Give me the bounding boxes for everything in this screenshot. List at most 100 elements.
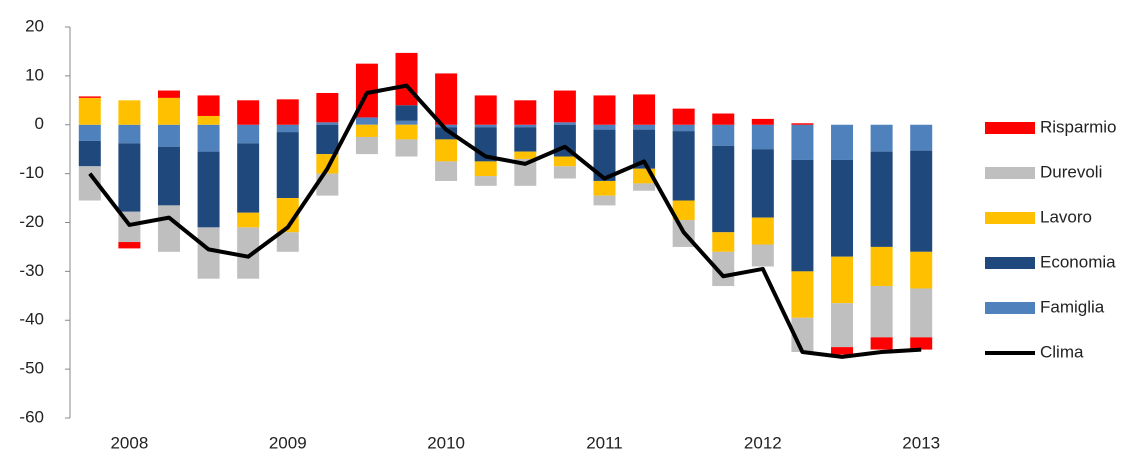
bar-segment (395, 124, 418, 140)
y-tick-label: -10 (19, 163, 44, 182)
bar-segment (514, 100, 537, 125)
bar-segment (78, 96, 101, 98)
bar-segment (197, 227, 220, 279)
bar-segment (237, 227, 260, 279)
bar-segment (910, 124, 933, 151)
bar-segment (316, 124, 339, 155)
bar-segment (276, 132, 299, 199)
bar-segment (514, 127, 537, 152)
bar-segment (593, 95, 616, 125)
bar-segment (237, 124, 260, 144)
bar-segment (78, 166, 101, 201)
bar-segment (831, 303, 854, 348)
legend-label: Economia (1040, 252, 1116, 271)
bar-segment (395, 52, 418, 106)
bar-segment (633, 124, 656, 130)
bar-segment (118, 100, 141, 125)
bar-segment (474, 161, 497, 177)
bar-segment (157, 205, 180, 252)
bar-segment (672, 131, 695, 201)
bar-segment (355, 136, 378, 155)
bar-segment (870, 151, 893, 247)
bar-segment (672, 108, 695, 125)
legend-swatch (985, 302, 1035, 314)
legend-label: Lavoro (1040, 207, 1092, 226)
bar-segment (474, 95, 497, 125)
bar-segment (831, 256, 854, 304)
bar-segment (395, 139, 418, 157)
y-tick-label: -50 (19, 359, 44, 378)
bar-segment (593, 180, 616, 196)
x-tick-label: 2010 (427, 433, 465, 452)
bar-segment (157, 146, 180, 206)
y-tick-label: 10 (25, 65, 44, 84)
bar-segment (78, 97, 101, 125)
bar-segment (237, 143, 260, 213)
bar-segment (910, 288, 933, 338)
bar-segment (751, 244, 774, 267)
bar-segment (276, 124, 299, 133)
bar-segment (435, 73, 458, 125)
legend-swatch (985, 212, 1035, 224)
bar-segment (712, 124, 735, 146)
bar-segment (355, 117, 378, 125)
bar-segment (514, 158, 537, 186)
bar-segment (751, 118, 774, 125)
bar-segment (276, 232, 299, 252)
bar-segment (474, 124, 497, 128)
bar-segment (633, 183, 656, 191)
legend-swatch (985, 122, 1035, 134)
x-tick-label: 2009 (269, 433, 307, 452)
y-tick-label: 0 (35, 114, 44, 133)
x-tick-label: 2013 (902, 433, 940, 452)
bar-segment (435, 124, 458, 128)
bar-segment (791, 271, 814, 318)
bar-segment (237, 212, 260, 228)
bar-segment (751, 149, 774, 218)
bar-segment (553, 90, 576, 123)
bar-segment (791, 123, 814, 125)
legend-swatch (985, 257, 1035, 269)
bar-segment (197, 95, 220, 116)
bar-segment (78, 140, 101, 167)
bar-segment (870, 246, 893, 287)
x-tick-label: 2011 (586, 433, 623, 452)
bar-segment (712, 113, 735, 125)
bar-segment (197, 115, 220, 125)
bar-segment (395, 120, 418, 125)
bar-segment (435, 127, 458, 140)
bar-segment (751, 124, 774, 150)
bar-segment (435, 139, 458, 162)
legend-label: Clima (1040, 342, 1084, 361)
bar-segment (276, 198, 299, 233)
bar-segment (118, 242, 141, 249)
bar-segment (870, 337, 893, 350)
bar-segment (474, 176, 497, 186)
x-tick-label: 2012 (744, 433, 782, 452)
bar-segment (831, 124, 854, 160)
bar-segment (118, 124, 141, 144)
bar-segment (197, 124, 220, 152)
bar-segment (78, 124, 101, 141)
bar-segment (593, 195, 616, 206)
bar-segment (118, 143, 141, 212)
bar-segment (791, 159, 814, 272)
bar-segment (870, 286, 893, 338)
bar-segment (514, 124, 537, 128)
bar-segment (831, 347, 854, 355)
bar-segment (553, 166, 576, 179)
y-tick-label: -60 (19, 407, 44, 426)
bar-segment (514, 151, 537, 159)
bar-segment (633, 94, 656, 125)
bar-segment (316, 122, 339, 125)
bar-segment (593, 124, 616, 130)
bar-segment (157, 124, 180, 147)
y-tick-label: -40 (19, 310, 44, 329)
legend-label: Famiglia (1040, 297, 1105, 316)
legend-label: Risparmio (1040, 117, 1117, 136)
legend-label: Durevoli (1040, 162, 1102, 181)
y-tick-label: -20 (19, 212, 44, 231)
bar-segment (553, 122, 576, 125)
bar-segment (870, 124, 893, 152)
